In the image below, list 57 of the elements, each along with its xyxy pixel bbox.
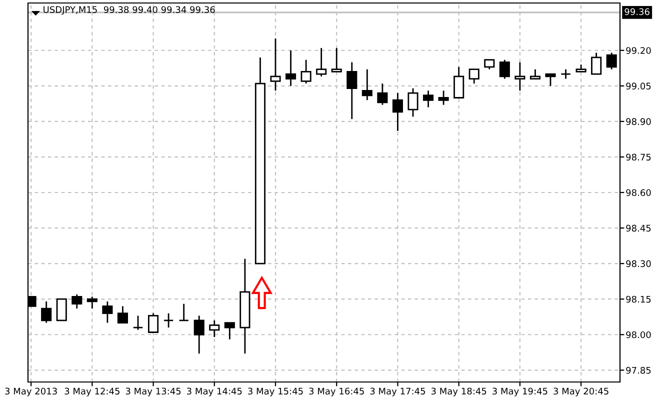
candlestick (178, 303, 190, 322)
candlestick (484, 59, 495, 70)
candlestick (72, 294, 82, 310)
x-tick-label: 3 May 17:45 (370, 388, 426, 396)
candlestick (438, 90, 449, 106)
x-tick-label: 3 May 15:45 (248, 388, 303, 396)
candlestick (224, 322, 235, 340)
candlestick (285, 50, 296, 87)
candlestick (408, 88, 418, 118)
candlestick (209, 320, 220, 338)
y-tick-label: 99.20 (626, 47, 651, 54)
y-tick-label: 98.60 (626, 189, 651, 196)
y-tick-label: 98.45 (626, 224, 651, 232)
candlestick (499, 59, 510, 80)
candlestick (56, 298, 67, 322)
candlestick (41, 300, 52, 324)
candlestick (316, 47, 327, 78)
x-tick-label: 3 May 16:45 (309, 388, 364, 396)
candlestick (377, 82, 388, 106)
candlestick (300, 59, 312, 84)
y-tick-label: 98.30 (626, 260, 651, 268)
y-tick-label: 98.75 (626, 154, 651, 161)
candlestick (163, 312, 174, 328)
candlestick (132, 314, 144, 331)
x-tick-label: 3 May 19:45 (492, 388, 548, 396)
x-tick-label: 3 May 2013 (5, 388, 57, 396)
candlestick (346, 62, 358, 120)
candlestick (362, 68, 372, 101)
candlestick (530, 68, 540, 80)
y-tick-label: 98.90 (626, 118, 651, 125)
candlestick (194, 314, 204, 354)
y-tick-label: 98.15 (626, 296, 651, 303)
candlestick (468, 68, 480, 84)
candlestick (270, 38, 281, 92)
x-tick-label: 3 May 12:45 (64, 388, 120, 396)
x-tick-label: 3 May 13:45 (126, 388, 181, 396)
candlestick (422, 90, 434, 108)
candlestick (331, 47, 342, 72)
x-tick-label: 3 May 18:45 (431, 388, 486, 396)
candlestick (86, 296, 98, 310)
x-tick-label: 3 May 20:45 (554, 388, 608, 396)
candlestick (148, 312, 159, 333)
candlestick (514, 62, 526, 92)
y-tick-label: 99.05 (626, 82, 651, 90)
candlestick (560, 68, 572, 80)
x-tick-label: 3 May 14:45 (186, 388, 242, 396)
candlestick (117, 306, 128, 324)
candlestick (392, 92, 403, 132)
y-tick-label: 98.00 (626, 331, 651, 338)
candlestick (545, 73, 556, 87)
chart-title: USDJPY,M15 99.38 99.40 99.34 99.36 (44, 6, 215, 15)
candlestick (606, 52, 617, 70)
candlestick (454, 66, 464, 98)
ref-line-label: 99.36 (624, 8, 650, 16)
y-tick-label: 97.85 (626, 366, 651, 374)
candlestick (102, 300, 113, 324)
candlestick (591, 52, 602, 75)
